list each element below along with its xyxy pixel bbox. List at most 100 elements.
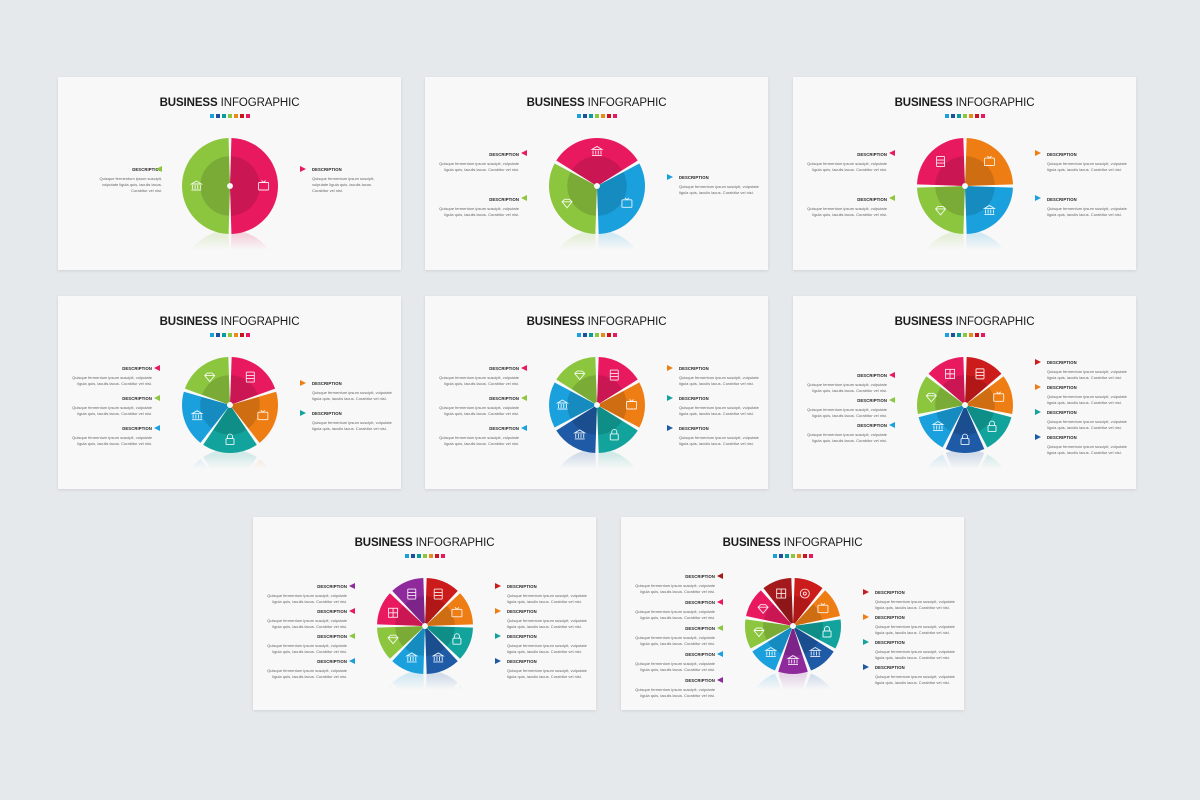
marker-triangle: [863, 614, 869, 620]
color-dots: [944, 333, 985, 337]
film-icon: [407, 588, 417, 600]
color-dot: [588, 114, 593, 118]
marker-triangle: [521, 195, 527, 201]
marker-triangle: [521, 395, 527, 401]
target-icon: [799, 588, 810, 599]
description-block: DESCRIPTION Quisque fermentum ipsum susci…: [875, 665, 955, 685]
color-dot: [209, 114, 214, 118]
diamond-icon: [757, 604, 769, 614]
wheel-segment-inner: [571, 375, 597, 404]
color-dots: [772, 554, 813, 558]
color-dot: [802, 554, 807, 558]
marker-triangle: [300, 380, 306, 386]
color-dot: [772, 554, 777, 558]
color-dot: [612, 114, 617, 118]
marker-triangle: [154, 365, 160, 371]
marker-triangle: [349, 633, 355, 639]
marker-triangle: [717, 573, 723, 579]
reflection-fade: [170, 236, 290, 270]
description-block: DESCRIPTION Quisque fermentum ipsum susci…: [679, 366, 759, 386]
film-icon: [936, 156, 946, 168]
description-block: DESCRIPTION Quisque fermentum ipsum susci…: [875, 615, 955, 635]
color-dot: [974, 114, 979, 118]
wheel-segment-inner: [230, 375, 258, 404]
wheel-segment-inner: [404, 596, 425, 624]
diamond-icon: [925, 392, 937, 403]
wheel-segment-inner: [202, 375, 230, 404]
color-dot: [239, 333, 244, 337]
bank-icon: [931, 421, 945, 431]
marker-triangle: [349, 583, 355, 589]
infographic-wheel: [733, 578, 853, 710]
marker-triangle: [889, 195, 895, 201]
wheel-segment-inner: [571, 406, 597, 435]
bank-icon: [573, 429, 587, 440]
color-dot: [796, 554, 801, 558]
bank-icon: [405, 652, 419, 663]
description-block: DESCRIPTION Quisque fermentum ipsum susci…: [72, 366, 152, 386]
description-block: DESCRIPTION Quisque fermentum ipsum susci…: [439, 152, 519, 172]
description-block: DESCRIPTION Quisque fermentum ipsum susci…: [1047, 197, 1127, 217]
description-block: DESCRIPTION Quisque fermentum ipsum susci…: [72, 426, 152, 446]
slide-title: BUSINESS INFOGRAPHIC: [159, 97, 300, 109]
slide-5: BUSINESS INFOGRAPHIC DESCRIPTION Quisque …: [425, 296, 768, 489]
wheel-segment-inner: [942, 375, 965, 404]
color-dot: [245, 333, 250, 337]
bank-icon: [982, 204, 997, 215]
reflection-fade: [537, 236, 657, 270]
wheel-segment-inner: [965, 375, 988, 404]
marker-triangle: [863, 589, 869, 595]
wheel-segment-inner: [395, 605, 423, 626]
tv-icon: [626, 399, 638, 410]
color-dots: [576, 333, 617, 337]
wheel-segments: [549, 138, 645, 234]
description-block: DESCRIPTION Quisque fermentum ipsum susci…: [72, 396, 152, 416]
color-dot: [422, 554, 427, 558]
reflection-fade: [905, 455, 1025, 489]
color-dot: [790, 554, 795, 558]
marker-triangle: [300, 410, 306, 416]
bank-icon: [590, 145, 604, 156]
tv-icon: [621, 197, 633, 208]
reflection-fade: [905, 236, 1025, 270]
wheel-segment-inner: [395, 626, 423, 647]
wheel-segment-inner: [200, 156, 230, 216]
slide-title: BUSINESS INFOGRAPHIC: [526, 316, 667, 328]
grid-icon: [776, 588, 787, 599]
description-block: DESCRIPTION Quisque fermentum ipsum susci…: [267, 584, 347, 604]
color-dots: [944, 114, 985, 118]
wheel-segment-inner: [427, 626, 455, 647]
marker-triangle: [1035, 434, 1041, 440]
bank-icon: [555, 399, 570, 410]
description-block: DESCRIPTION Quisque fermentum ipsum susci…: [679, 396, 759, 416]
lock-icon: [225, 433, 235, 446]
color-dot: [974, 333, 979, 337]
description-block: DESCRIPTION Quisque fermentum ipsum susci…: [635, 600, 715, 620]
color-dot: [404, 554, 409, 558]
marker-triangle: [495, 608, 501, 614]
description-block: DESCRIPTION Quisque fermentum ipsum susci…: [1047, 385, 1127, 405]
lock-icon: [960, 433, 970, 446]
color-dot: [606, 114, 611, 118]
lock-icon: [609, 428, 619, 441]
marker-triangle: [154, 395, 160, 401]
color-dot: [416, 554, 421, 558]
color-dot: [576, 114, 581, 118]
marker-triangle: [717, 625, 723, 631]
tv-icon: [451, 606, 463, 618]
color-dot: [221, 333, 226, 337]
infographic-wheel: [170, 357, 290, 489]
marker-triangle: [717, 599, 723, 605]
bank-icon: [786, 655, 800, 666]
diamond-icon: [204, 372, 216, 383]
color-dot: [944, 333, 949, 337]
wheel-segment-inner: [567, 172, 597, 216]
wheel-segment-inner: [200, 397, 229, 429]
reflection-fade: [733, 676, 853, 710]
wheel-segments: [549, 357, 645, 453]
diamond-icon: [753, 627, 765, 638]
wheel-segment-inner: [231, 397, 260, 429]
marker-triangle: [349, 658, 355, 664]
marker-triangle: [1035, 195, 1041, 201]
film-icon: [245, 371, 255, 383]
